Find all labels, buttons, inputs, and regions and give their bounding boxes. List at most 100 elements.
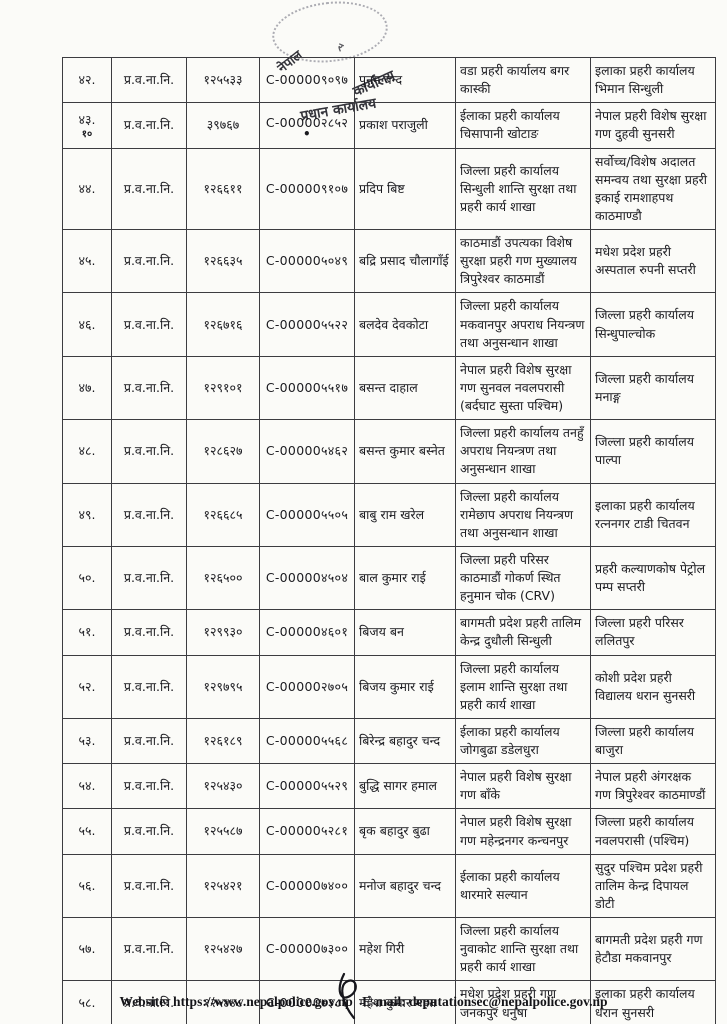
rank-cell: प्र.व.ना.नि.: [111, 808, 187, 855]
table-row: ५०. प्र.व.ना.नि. १२६५०० C-00000४५०४ बाल कुमा…: [62, 545, 716, 611]
rank-cell: प्र.व.ना.नि.: [111, 228, 187, 294]
rank-cell: प्र.व.ना.नि.: [111, 355, 187, 421]
transfer-office-cell: सुदुर पश्चिम प्रदेश प्रहरी तालिम केन्द्र…: [590, 853, 716, 919]
code-cell: C-00000७३००: [259, 916, 355, 982]
footer-email: E-mail: deputationsec@nepalpolice.gov.np: [362, 994, 608, 1009]
code-cell: C-00000९१०७: [259, 147, 355, 230]
rank-cell: प्र.व.ना.नि.: [111, 980, 187, 1024]
page-footer: Website: https://www.nepalpolice.gov.np …: [0, 994, 727, 1010]
police-number-cell: १२८६२७: [186, 419, 260, 484]
transfer-office-cell: कोशी प्रदेश प्रहरी विद्यालय धरान सुनसरी: [590, 654, 716, 719]
police-number-cell: १२५४४८: [186, 980, 260, 1024]
police-number-cell: १२९१०१: [186, 355, 260, 421]
table-row: ५४. प्र.व.ना.नि. १२५४३० C-00000५५२९ बुद्धि स…: [62, 763, 716, 810]
rank-cell: प्र.व.ना.नि.: [111, 419, 187, 484]
transfer-office-cell: जिल्ला प्रहरी परिसर ललितपुर: [590, 609, 716, 656]
current-office-cell: ईलाका प्रहरी कार्यालय थारमारे सल्यान: [455, 853, 591, 919]
police-number-cell: १२५४२१: [186, 853, 260, 919]
code-cell: C-00000४५०४: [259, 545, 355, 611]
officer-name-cell: महेश गिरी: [354, 916, 456, 982]
officer-name-cell: बिजय कुमार राई: [354, 654, 456, 719]
serial-number-cell: ४६.: [62, 292, 112, 357]
code-cell: C-00000२७०५: [259, 654, 355, 719]
serial-number-cell: ४५.: [62, 228, 112, 294]
code-cell: C-00000५५१७: [259, 355, 355, 421]
current-office-cell: जिल्ला प्रहरी कार्यालय रामेछाप अपराध निय…: [455, 482, 591, 547]
serial-number-cell: ५०.: [62, 545, 112, 611]
officer-name-cell: बिजय बन: [354, 609, 456, 656]
transfer-office-cell: इलाका प्रहरी कार्यालय भिमान सिन्धुली: [590, 56, 716, 104]
officer-name-cell: बाल कुमार राई: [354, 545, 456, 611]
officer-name-cell: महेश कुमार महत: [354, 980, 456, 1024]
serial-number-cell: ५७.: [62, 916, 112, 982]
officer-name-cell: मनोज बहादुर चन्द: [354, 853, 456, 919]
serial-number-cell: ५२.: [62, 654, 112, 719]
current-office-cell: जिल्ला प्रहरी कार्यालय तनहुँ अपराध नियन्…: [455, 419, 591, 484]
officer-name-cell: बसन्त दाहाल: [354, 355, 456, 421]
police-number-cell: १२६६८५: [186, 482, 260, 547]
officer-name-cell: बसन्त कुमार बस्नेत: [354, 419, 456, 484]
police-number-cell: १२६५००: [186, 545, 260, 611]
rank-cell: प्र.व.ना.नि.: [111, 102, 187, 149]
rank-cell: प्र.व.ना.नि.: [111, 147, 187, 230]
current-office-cell: जिल्ला प्रहरी परिसर काठमाडौं गोकर्ण स्थि…: [455, 545, 591, 611]
police-number-cell: ३९७६७: [186, 102, 260, 149]
serial-number-cell: ४९.: [62, 482, 112, 547]
handwritten-note: १०: [81, 128, 93, 140]
current-office-cell: काठमाडौं उपत्यका विशेष सुरक्षा प्रहरी गण…: [455, 228, 591, 294]
deputation-table: ४२. प्र.व.ना.नि. १२५५३३ C-00000९०९७ पुनम बन्…: [62, 56, 716, 1024]
police-number-cell: १२९९३०: [186, 609, 260, 656]
code-cell: C-00000५५६८: [259, 717, 355, 765]
current-office-cell: वडा प्रहरी कार्यालय बगर कास्की: [455, 56, 591, 104]
officer-name-cell: पुनम बन्द: [354, 56, 456, 104]
transfer-office-cell: इलाका प्रहरी कार्यालय रत्ननगर टाडी चितवन: [590, 482, 716, 547]
rank-cell: प्र.व.ना.नि.: [111, 717, 187, 765]
current-office-cell: ईलाका प्रहरी कार्यालय जोगबुढा डडेलधुरा: [455, 717, 591, 765]
police-number-cell: १२५५३३: [186, 56, 260, 104]
rank-cell: प्र.व.ना.नि.: [111, 292, 187, 357]
current-office-cell: जिल्ला प्रहरी कार्यालय इलाम शान्ति सुरक्…: [455, 654, 591, 719]
stamp-text-fragment: र: [335, 40, 345, 55]
current-office-cell: जिल्ला प्रहरी कार्यालय सिन्धुली शान्ति स…: [455, 147, 591, 230]
ink-dot-mark: •: [303, 127, 311, 142]
transfer-office-cell: सर्वोच्च/विशेष अदालत समन्वय तथा सुरक्षा …: [590, 147, 716, 230]
table-row: ४६. प्र.व.ना.नि. १२६७१६ C-00000५५२२ बलदेव दे…: [62, 292, 716, 357]
table-row: ४८. प्र.व.ना.नि. १२८६२७ C-00000५४६२ बसन्त कु…: [62, 419, 716, 484]
rank-cell: प्र.व.ना.नि.: [111, 545, 187, 611]
transfer-office-cell: नेपाल प्रहरी विशेष सुरक्षा गण दुहवी सुनस…: [590, 102, 716, 149]
officer-name-cell: बलदेव देवकोटा: [354, 292, 456, 357]
officer-name-cell: बिरेन्द्र बहादुर चन्द: [354, 717, 456, 765]
serial-number-cell: ४८.: [62, 419, 112, 484]
police-number-cell: १२६७१६: [186, 292, 260, 357]
serial-number-cell: ४२.: [62, 56, 112, 104]
table-row: ५८. प्र.व.ना.नि. १२५४४८ C-00000७३८६ महेश कुम…: [62, 980, 716, 1024]
table-row: ४३. १० प्र.व.ना.नि. ३९७६७ C-00000२८५२ • प्रकाश…: [62, 102, 716, 149]
police-number-cell: १२५४३०: [186, 763, 260, 810]
officer-name-cell: बृक बहादुर बुढा: [354, 808, 456, 855]
current-office-cell: जिल्ला प्रहरी कार्यालय नुवाकोट शान्ति सु…: [455, 916, 591, 982]
police-number-cell: १२६६११: [186, 147, 260, 230]
serial-number-cell: ५४.: [62, 763, 112, 810]
table-row: ५७. प्र.व.ना.नि. १२५४२७ C-00000७३०० महेश गिर…: [62, 916, 716, 982]
current-office-cell: नेपाल प्रहरी विशेष सुरक्षा गण बाँके: [455, 763, 591, 810]
police-number-cell: १२५५८७: [186, 808, 260, 855]
police-number-cell: १२६१८९: [186, 717, 260, 765]
current-office-cell: नेपाल प्रहरी विशेष सुरक्षा गण सुनवल नवलप…: [455, 355, 591, 421]
table-row: ५३. प्र.व.ना.नि. १२६१८९ C-00000५५६८ बिरेन्द्…: [62, 717, 716, 765]
transfer-office-cell: नेपाल प्रहरी अंगरक्षक गण त्रिपुरेश्वर का…: [590, 763, 716, 810]
rank-cell: प्र.व.ना.नि.: [111, 609, 187, 656]
footer-website: Website: https://www.nepalpolice.gov.np: [119, 994, 353, 1009]
officer-name-cell: बद्रि प्रसाद चौलागाँई: [354, 228, 456, 294]
rank-cell: प्र.व.ना.नि.: [111, 853, 187, 919]
serial-number-cell: ५५.: [62, 808, 112, 855]
transfer-office-cell: जिल्ला प्रहरी कार्यालय बाजुरा: [590, 717, 716, 765]
current-office-cell: बागमती प्रदेश प्रहरी तालिम केन्द्र दुधौल…: [455, 609, 591, 656]
serial-number-cell: ४३. १०: [62, 102, 112, 149]
table-row: ५२. प्र.व.ना.नि. १२९७९५ C-00000२७०५ बिजय कुम…: [62, 654, 716, 719]
code-cell: C-00000५५०५: [259, 482, 355, 547]
table-row: ५६. प्र.व.ना.नि. १२५४२१ C-00000७४०० मनोज बहा…: [62, 853, 716, 919]
serial-number-cell: ५८.: [62, 980, 112, 1024]
transfer-office-cell: प्रहरी कल्याणकोष पेट्रोल पम्प सप्तरी: [590, 545, 716, 611]
rank-cell: प्र.व.ना.नि.: [111, 56, 187, 104]
